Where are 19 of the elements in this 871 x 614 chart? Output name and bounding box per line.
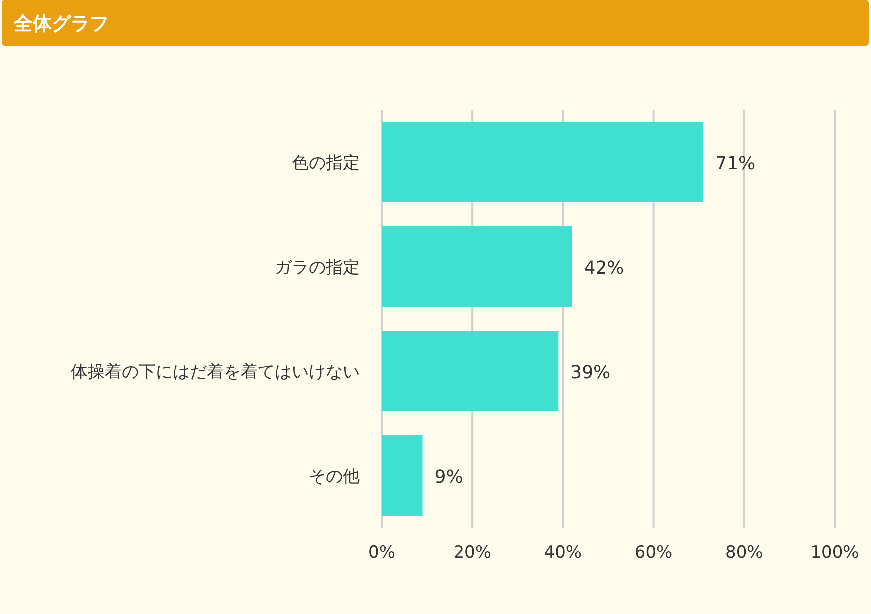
bar bbox=[382, 436, 423, 516]
data-label: 9% bbox=[434, 466, 464, 488]
y-tick-label: ガラの指定 bbox=[275, 258, 360, 278]
bar bbox=[382, 226, 572, 307]
bar bbox=[382, 331, 559, 412]
text: 全体グラフ bbox=[13, 13, 109, 35]
x-tick-label: 20% bbox=[454, 543, 492, 563]
x-tick-label: 0% bbox=[368, 543, 396, 563]
x-tick-label: 60% bbox=[634, 543, 673, 563]
x-tick-label: 100% bbox=[810, 543, 860, 563]
bar bbox=[382, 122, 704, 202]
x-tick-label: 80% bbox=[726, 543, 764, 563]
data-label: 71% bbox=[716, 153, 756, 174]
y-tick-label: その他 bbox=[309, 466, 360, 487]
y-tick-label: 色の指定 bbox=[292, 153, 360, 174]
data-label: 39% bbox=[570, 362, 611, 384]
data-label: 42% bbox=[584, 258, 624, 279]
x-tick-label: 40% bbox=[544, 543, 582, 563]
y-tick-label: 体操着の下にはだ着を着てはいけない bbox=[71, 362, 360, 382]
